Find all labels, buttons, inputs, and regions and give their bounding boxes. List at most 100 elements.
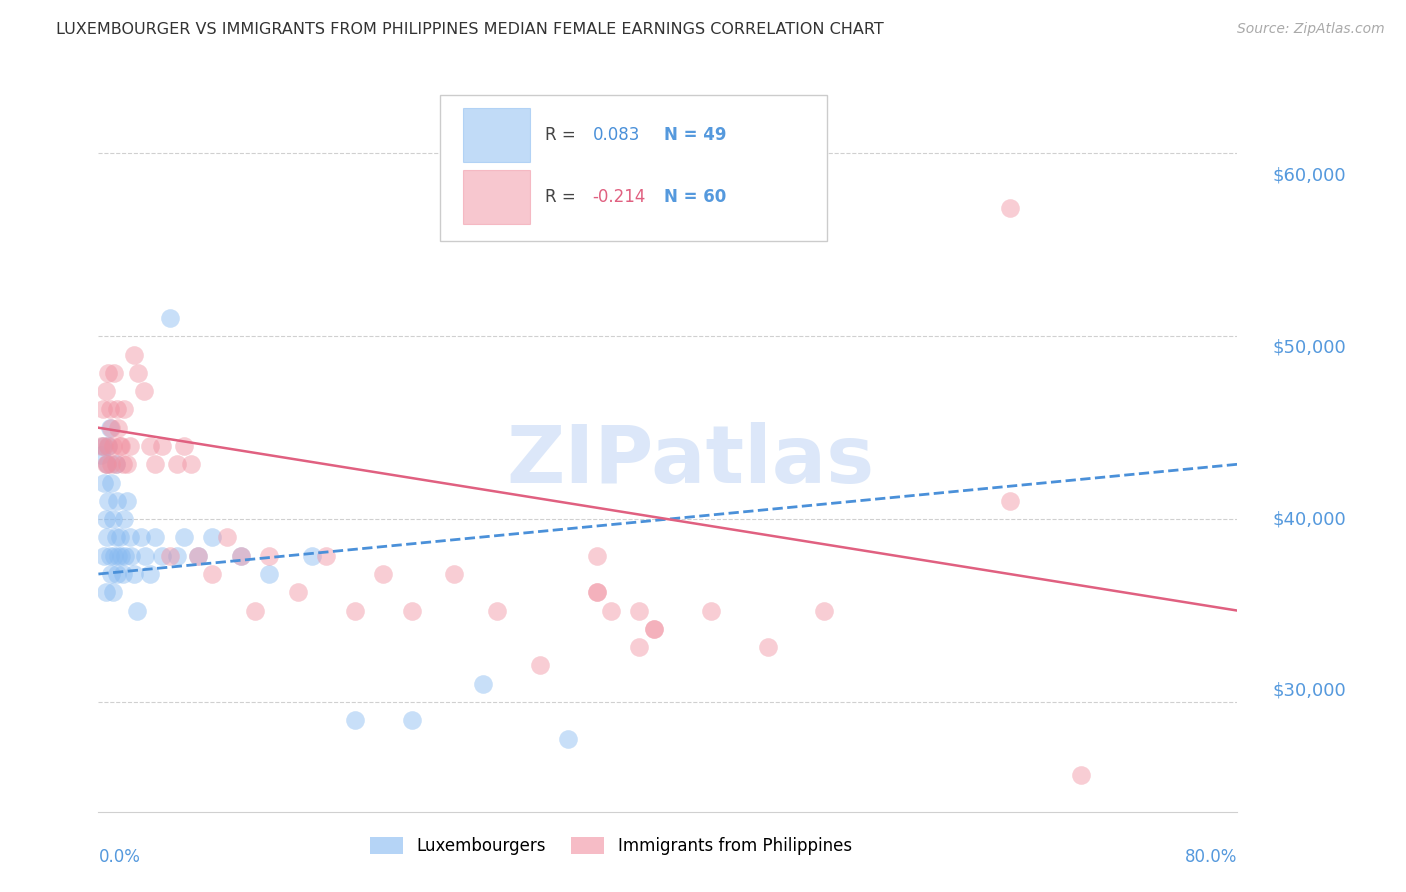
- Point: [401, 603, 423, 617]
- Text: R =: R =: [546, 188, 581, 206]
- Point: [120, 549, 142, 563]
- Text: -0.214: -0.214: [593, 188, 647, 206]
- FancyBboxPatch shape: [463, 170, 530, 225]
- Text: Source: ZipAtlas.com: Source: ZipAtlas.com: [1237, 22, 1385, 37]
- Point: [100, 420, 122, 434]
- Text: N = 49: N = 49: [665, 126, 727, 145]
- Point: [259, 567, 281, 582]
- Point: [600, 603, 623, 617]
- Point: [97, 493, 120, 508]
- Point: [112, 512, 135, 526]
- Point: [628, 640, 651, 655]
- Point: [486, 603, 509, 617]
- Point: [97, 439, 120, 453]
- Point: [107, 420, 129, 434]
- Point: [145, 530, 167, 544]
- Point: [471, 676, 494, 690]
- Point: [152, 439, 174, 453]
- Point: [1070, 768, 1092, 782]
- FancyBboxPatch shape: [463, 108, 530, 162]
- Text: $50,000: $50,000: [1272, 338, 1346, 357]
- Point: [443, 567, 465, 582]
- Point: [91, 439, 114, 453]
- Point: [93, 549, 115, 563]
- Point: [111, 567, 134, 582]
- Point: [105, 402, 128, 417]
- Point: [187, 549, 209, 563]
- Point: [201, 567, 224, 582]
- Point: [104, 457, 127, 471]
- Point: [115, 457, 138, 471]
- Text: 0.083: 0.083: [593, 126, 640, 145]
- Point: [643, 622, 665, 636]
- Point: [159, 549, 181, 563]
- Point: [159, 310, 181, 325]
- Point: [287, 585, 309, 599]
- Point: [114, 549, 136, 563]
- Point: [100, 457, 122, 471]
- Point: [111, 457, 134, 471]
- Point: [122, 567, 145, 582]
- Point: [229, 549, 252, 563]
- Point: [998, 201, 1021, 215]
- Point: [101, 439, 124, 453]
- Legend: Luxembourgers, Immigrants from Philippines: Luxembourgers, Immigrants from Philippin…: [363, 830, 859, 862]
- Point: [104, 457, 127, 471]
- Point: [132, 384, 155, 398]
- Point: [115, 493, 138, 508]
- Point: [94, 457, 117, 471]
- Point: [105, 493, 128, 508]
- Point: [585, 585, 607, 599]
- Text: ZIPatlas: ZIPatlas: [506, 422, 875, 500]
- Text: 0.0%: 0.0%: [98, 848, 141, 866]
- Point: [94, 384, 117, 398]
- Point: [756, 640, 779, 655]
- Point: [557, 731, 579, 746]
- Point: [90, 448, 112, 462]
- Point: [529, 658, 551, 673]
- FancyBboxPatch shape: [440, 95, 827, 241]
- Point: [173, 439, 195, 453]
- Point: [100, 475, 122, 490]
- Point: [301, 549, 323, 563]
- Point: [94, 512, 117, 526]
- Point: [643, 622, 665, 636]
- Point: [107, 549, 129, 563]
- Point: [112, 402, 135, 417]
- Point: [122, 347, 145, 362]
- Point: [100, 567, 122, 582]
- Point: [243, 603, 266, 617]
- Point: [401, 714, 423, 728]
- Point: [91, 402, 114, 417]
- Text: 80.0%: 80.0%: [1185, 848, 1237, 866]
- Point: [699, 603, 721, 617]
- Text: N = 60: N = 60: [665, 188, 727, 206]
- Point: [166, 549, 188, 563]
- Point: [180, 457, 202, 471]
- Point: [813, 603, 835, 617]
- Point: [104, 530, 127, 544]
- Point: [166, 457, 188, 471]
- Point: [138, 439, 160, 453]
- Point: [97, 366, 120, 380]
- Point: [125, 603, 148, 617]
- Point: [103, 549, 125, 563]
- Point: [98, 420, 121, 434]
- Point: [118, 439, 141, 453]
- Point: [315, 549, 337, 563]
- Point: [105, 567, 128, 582]
- Point: [152, 549, 174, 563]
- Point: [134, 549, 156, 563]
- Point: [97, 439, 120, 453]
- Point: [373, 567, 395, 582]
- Point: [229, 549, 252, 563]
- Point: [101, 512, 124, 526]
- Point: [138, 567, 160, 582]
- Point: [201, 530, 224, 544]
- Point: [96, 457, 118, 471]
- Point: [94, 585, 117, 599]
- Point: [127, 366, 149, 380]
- Point: [101, 585, 124, 599]
- Text: $40,000: $40,000: [1272, 510, 1346, 528]
- Point: [585, 549, 607, 563]
